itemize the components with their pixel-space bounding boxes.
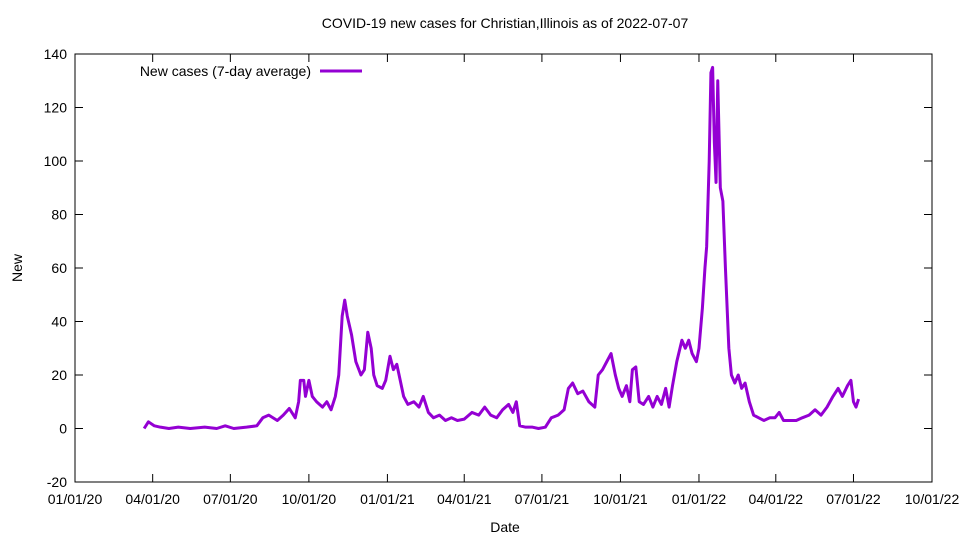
x-tick-label: 10/01/20 xyxy=(282,491,337,507)
legend-label: New cases (7-day average) xyxy=(140,63,311,79)
x-tick-label: 07/01/22 xyxy=(826,491,881,507)
y-tick-label: -20 xyxy=(47,474,67,490)
x-tick-label: 04/01/21 xyxy=(437,491,492,507)
x-axis-label: Date xyxy=(490,519,520,535)
x-tick-label: 01/01/20 xyxy=(48,491,103,507)
x-tick-label: 07/01/20 xyxy=(203,491,258,507)
x-tick-label: 10/01/21 xyxy=(593,491,648,507)
data-line xyxy=(142,65,861,430)
chart-title: COVID-19 new cases for Christian,Illinoi… xyxy=(322,15,689,31)
y-tick-label: 40 xyxy=(51,314,67,330)
x-tick-label: 01/01/21 xyxy=(360,491,415,507)
x-tick-label: 07/01/21 xyxy=(515,491,570,507)
y-tick-label: 140 xyxy=(44,46,68,62)
x-tick-label: 01/01/22 xyxy=(672,491,727,507)
y-tick-label: 0 xyxy=(59,421,67,437)
y-tick-label: 20 xyxy=(51,367,67,383)
x-tick-label: 04/01/22 xyxy=(749,491,804,507)
x-tick-label: 10/01/22 xyxy=(905,491,960,507)
y-tick-label: 80 xyxy=(51,207,67,223)
y-tick-label: 120 xyxy=(44,100,68,116)
y-tick-label: 100 xyxy=(44,153,68,169)
y-tick-label: 60 xyxy=(51,260,67,276)
x-tick-label: 04/01/20 xyxy=(125,491,180,507)
y-axis-label: New xyxy=(9,253,25,282)
